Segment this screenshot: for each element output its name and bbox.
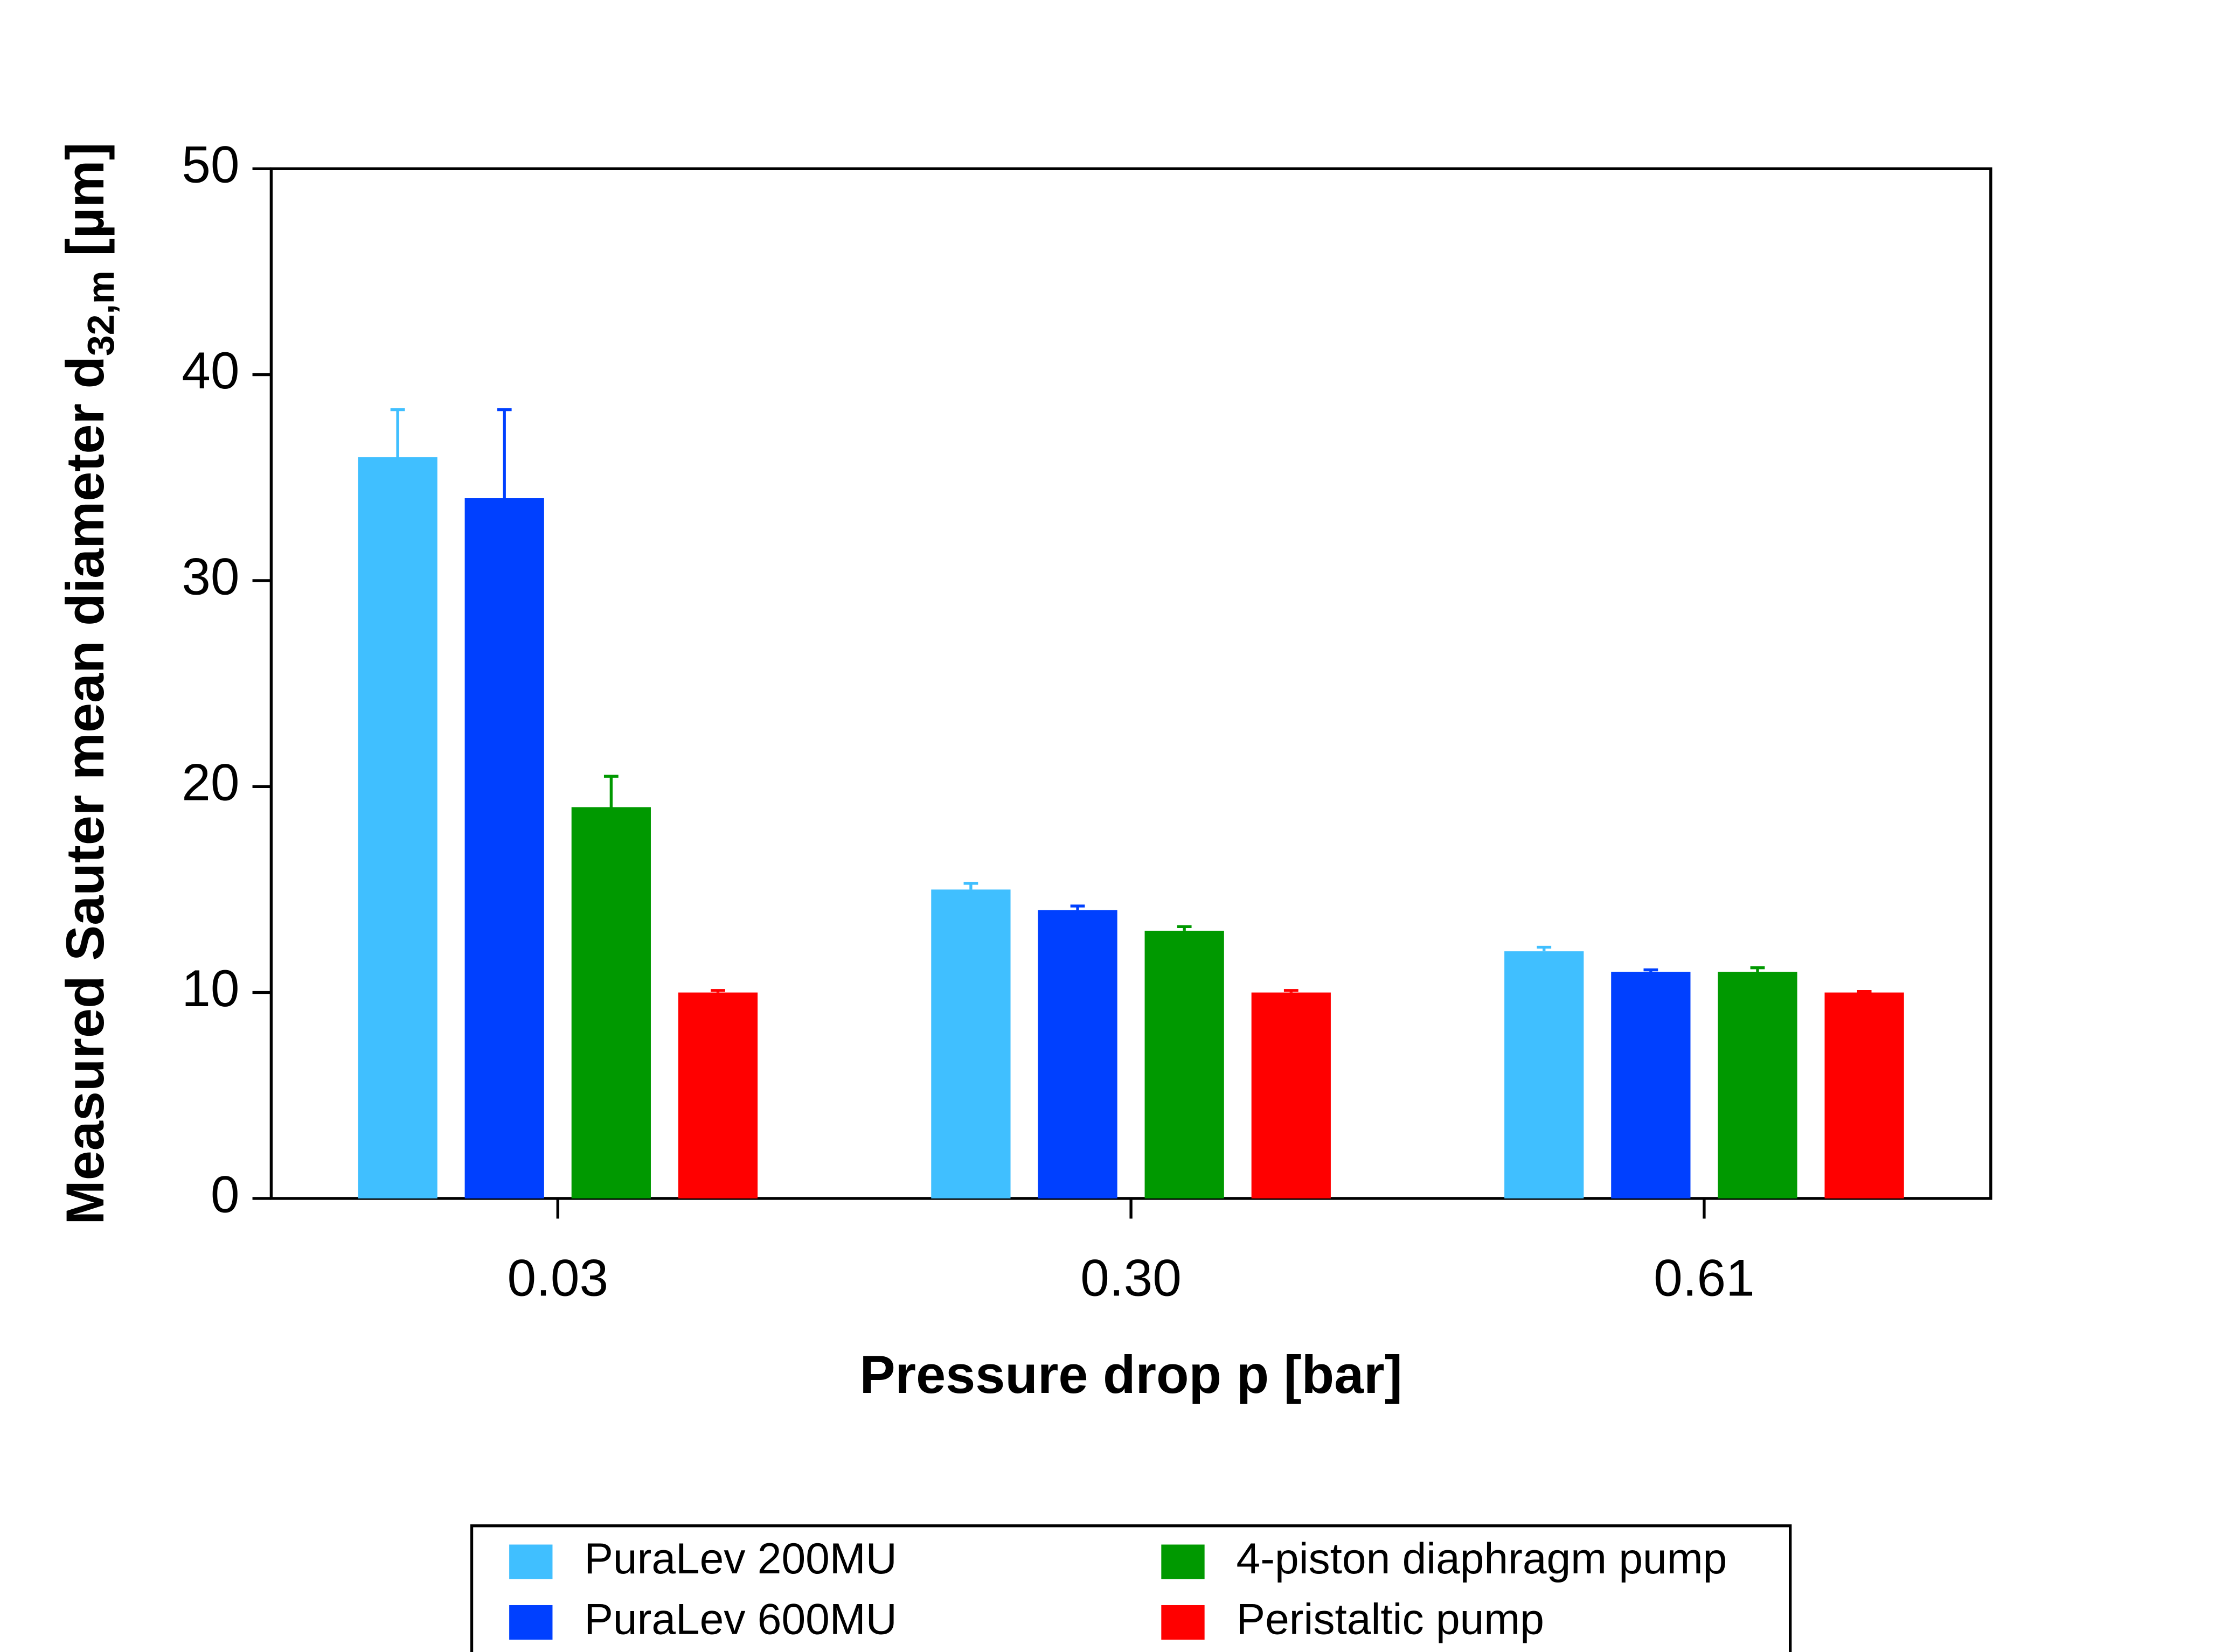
y-axis-title-subscript: 32,m (80, 270, 122, 356)
bar (464, 498, 544, 1198)
bar (1144, 930, 1224, 1198)
y-tick-label: 30 (182, 548, 239, 605)
bar (678, 992, 758, 1198)
legend-swatch (1161, 1605, 1205, 1640)
bar (1718, 972, 1797, 1198)
y-tick-label: 40 (182, 342, 239, 400)
bar (931, 889, 1011, 1198)
bar (1611, 972, 1691, 1198)
legend-label: Peristaltic pump (1237, 1595, 1544, 1643)
y-tick-label: 20 (182, 754, 239, 812)
y-axis-title: Measured Sauter mean diameter d32,m [µm] (55, 142, 122, 1224)
x-tick-label: 0.03 (507, 1250, 608, 1307)
y-tick-label: 10 (182, 960, 239, 1017)
bar (1251, 992, 1331, 1198)
legend-label: PuraLev 200MU (584, 1535, 897, 1583)
legend-swatch (509, 1605, 553, 1640)
bar (1038, 910, 1117, 1198)
legend-swatch (1161, 1544, 1205, 1579)
x-tick-label: 0.61 (1654, 1250, 1755, 1307)
legend-label: 4-piston diaphragm pump (1237, 1535, 1727, 1583)
y-axis-title-main: Measured Sauter mean diameter d (55, 356, 115, 1225)
x-axis-title: Pressure drop p [bar] (859, 1344, 1402, 1404)
x-tick-label: 0.30 (1080, 1250, 1182, 1307)
bar (1824, 992, 1904, 1198)
bar (571, 807, 651, 1198)
legend-swatch (509, 1544, 553, 1579)
bar (1504, 951, 1584, 1198)
y-tick-label: 0 (211, 1166, 240, 1223)
legend-box (470, 1524, 1792, 1652)
y-axis-title-unit: [µm] (55, 142, 115, 256)
y-tick-label: 50 (182, 136, 239, 194)
legend-label: PuraLev 600MU (584, 1595, 897, 1643)
bar (358, 457, 438, 1198)
